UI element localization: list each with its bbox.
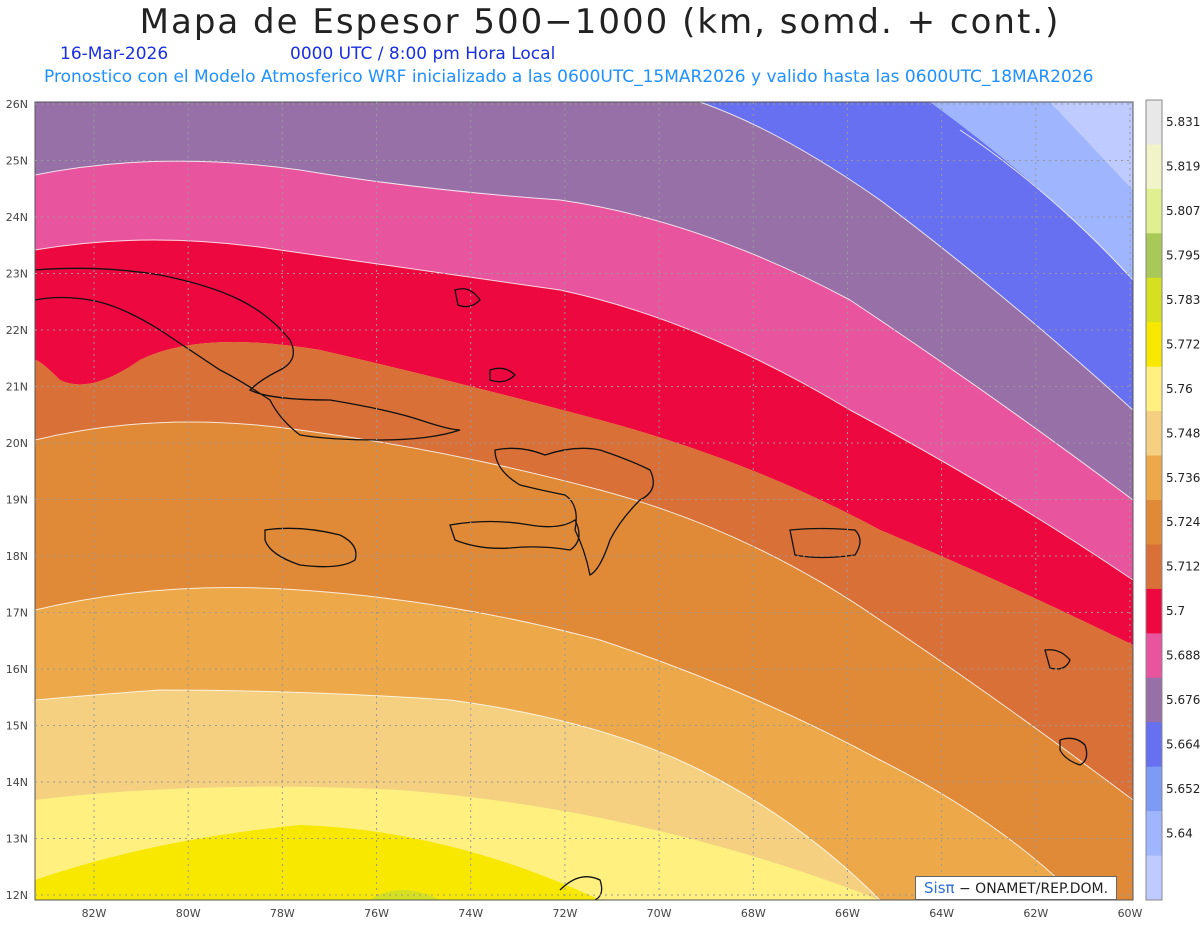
colorbar-swatch [1146, 588, 1162, 634]
colorbar-swatch [1146, 455, 1162, 501]
map-frame [34, 101, 1134, 901]
lat-label: 17N [6, 607, 28, 620]
lat-label: 19N [6, 494, 28, 507]
lon-label: 82W [82, 907, 107, 920]
colorbar-label: 5.795 [1166, 249, 1200, 263]
colorbar-label: 5.736 [1166, 471, 1200, 485]
band-5736 [35, 422, 1133, 900]
lon-label: 74W [458, 907, 483, 920]
lat-label: 21N [6, 381, 28, 394]
forecast-date: 16-Mar-2026 [60, 44, 169, 64]
lat-label: 14N [6, 776, 28, 789]
band-5700 [35, 161, 1133, 580]
credit-badge: Sisπ − ONAMET/REP.DOM. [915, 876, 1118, 900]
longitude-labels: 82W 80W 78W 76W 74W 72W 70W 68W 66W 64W 62W 60W [82, 907, 1143, 920]
graticule [35, 102, 1133, 900]
colorbar-label: 5.819 [1166, 160, 1200, 174]
lon-label: 62W [1023, 907, 1048, 920]
lat-label: 15N [6, 720, 28, 733]
colorbar-swatch [1146, 322, 1162, 368]
colorbar-swatch [1146, 855, 1162, 901]
lat-label: 26N [6, 98, 28, 111]
colorbar-swatch [1146, 677, 1162, 723]
colorbar-label: 5.783 [1166, 293, 1200, 307]
colorbar-swatch [1146, 500, 1162, 545]
band-5664 [930, 102, 1133, 280]
band-5724 [35, 342, 1133, 800]
lat-label: 18N [6, 550, 28, 563]
lon-label: 78W [270, 907, 295, 920]
lat-label: 25N [6, 155, 28, 168]
colorbar-label: 5.712 [1166, 560, 1200, 574]
colorbar-swatch [1146, 188, 1162, 234]
lon-label: 72W [552, 907, 577, 920]
colorbar-label: 5.676 [1166, 693, 1200, 707]
lon-label: 64W [929, 907, 954, 920]
colorbar-swatch [1146, 100, 1162, 145]
colorbar-swatch [1146, 366, 1162, 412]
brand-logo: Sisπ [924, 879, 955, 897]
colorbar-swatch [1146, 811, 1162, 857]
lon-label: 80W [176, 907, 201, 920]
band-5688 [35, 102, 1133, 500]
colorbar-swatch [1146, 544, 1162, 590]
lat-label: 16N [6, 663, 28, 676]
colorbar-label: 5.772 [1166, 337, 1200, 351]
colorbar-label: 5.664 [1166, 737, 1200, 751]
band-5784 [35, 825, 600, 900]
lat-label: 12N [6, 889, 28, 902]
band-5712 [35, 240, 1133, 645]
colorbar-swatch [1146, 233, 1162, 279]
band-5676 [700, 102, 1133, 410]
lat-label: 22N [6, 324, 28, 337]
colorbar-swatch [1146, 411, 1162, 457]
band-5796 [370, 890, 440, 900]
lat-label: 20N [6, 437, 28, 450]
colorbar-label: 5.76 [1166, 382, 1193, 396]
thickness-bands [35, 102, 1133, 900]
colorbar-label: 5.7 [1166, 604, 1185, 618]
lon-label: 70W [647, 907, 672, 920]
colorbar-swatch [1146, 633, 1162, 679]
colorbar-label: 5.688 [1166, 649, 1200, 663]
colorbar-label: 5.831 [1166, 115, 1200, 129]
colorbar-label: 5.748 [1166, 426, 1200, 440]
colorbar-frame [1145, 99, 1163, 901]
colorbar-swatch [1146, 277, 1162, 323]
colorbar-label: 5.652 [1166, 782, 1200, 796]
lat-label: 13N [6, 833, 28, 846]
credit-text: − ONAMET/REP.DOM. [954, 881, 1109, 897]
map-title: Mapa de Espesor 500−1000 (km, somd. + co… [139, 2, 1061, 42]
latitude-labels: 26N 25N 24N 23N 22N 21N 20N 19N 18N 17N 16N 15N 14N 1… [6, 98, 28, 902]
forecast-time: 0000 UTC / 8:00 pm Hora Local [290, 44, 556, 64]
colorbar-label: 5.64 [1166, 826, 1193, 840]
colorbar-label: 5.724 [1166, 515, 1200, 529]
colorbar-swatch [1146, 766, 1162, 812]
lat-label: 23N [6, 268, 28, 281]
forecast-description: Pronostico con el Modelo Atmosferico WRF… [44, 67, 1094, 87]
band-5748 [35, 587, 1080, 900]
colorbar: 5.831 5.819 5.807 5.795 5.783 5.772 5.76 5.748 5… [1145, 99, 1200, 901]
lon-label: 76W [364, 907, 389, 920]
lat-label: 24N [6, 211, 28, 224]
lon-label: 68W [741, 907, 766, 920]
colorbar-label: 5.807 [1166, 204, 1200, 218]
colorbar-swatch [1146, 722, 1162, 768]
lon-label: 60W [1118, 907, 1143, 920]
lon-label: 66W [835, 907, 860, 920]
colorbar-swatch [1146, 144, 1162, 190]
